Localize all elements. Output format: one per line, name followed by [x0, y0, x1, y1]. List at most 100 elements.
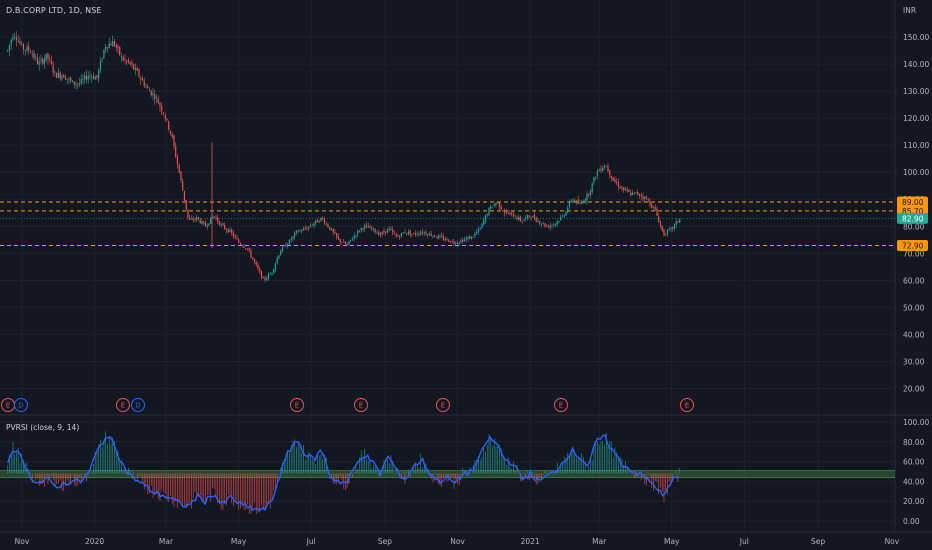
- earnings-event-icon[interactable]: E: [1, 398, 15, 412]
- candle-body: [400, 232, 403, 237]
- currency-label[interactable]: INR: [903, 6, 917, 15]
- earnings-event-icon[interactable]: E: [290, 398, 304, 412]
- earnings-event-icon[interactable]: E: [436, 398, 450, 412]
- candle-body: [7, 50, 9, 51]
- candle-body: [318, 221, 320, 223]
- candle-body: [432, 235, 434, 237]
- candle-body: [418, 233, 420, 235]
- candle-body: [341, 242, 343, 244]
- candle-body: [591, 182, 593, 192]
- candle-body: [182, 181, 184, 191]
- candle-body: [273, 269, 275, 273]
- candle-body: [575, 200, 578, 203]
- candle-body: [472, 236, 474, 238]
- candle-body: [327, 224, 329, 228]
- candle-body: [428, 233, 431, 236]
- indicator-tick-label: 80.00: [903, 438, 925, 447]
- candle-body: [14, 36, 16, 37]
- candle-body: [94, 76, 96, 80]
- candle-body: [161, 106, 163, 112]
- earnings-event-icon[interactable]: E: [354, 398, 368, 412]
- candle-body: [210, 217, 212, 224]
- candle-body: [602, 167, 604, 172]
- candle-body: [12, 36, 14, 40]
- candle-body: [131, 62, 133, 65]
- candle-body: [378, 232, 380, 236]
- dividend-event-icon[interactable]: D: [14, 398, 28, 412]
- candle-body: [98, 69, 100, 79]
- candle-body: [297, 231, 299, 233]
- candle-body: [603, 165, 606, 168]
- candle-body: [663, 229, 665, 236]
- candle-body: [295, 230, 298, 233]
- candle-body: [367, 226, 369, 228]
- earnings-event-icon[interactable]: E: [116, 398, 130, 412]
- candle-body: [113, 40, 116, 46]
- candle-body: [525, 217, 527, 220]
- candle-body: [217, 217, 219, 222]
- dividend-event-icon[interactable]: D: [131, 398, 145, 412]
- indicator-label[interactable]: PVRSI (close, 9, 14): [6, 423, 80, 432]
- candle-body: [124, 59, 126, 60]
- candle-body: [329, 226, 331, 230]
- indicator-tick-label: 0.00: [903, 517, 920, 526]
- candle-body: [458, 242, 460, 244]
- candle-body: [287, 244, 289, 247]
- candle-body: [250, 250, 252, 257]
- time-axis[interactable]: Nov 2020 Mar May Jul Sep Nov 2021 Mar May Jul Sep No…: [15, 537, 900, 546]
- candle-body: [241, 245, 243, 247]
- candle-body: [246, 248, 249, 250]
- candle-body: [299, 230, 301, 232]
- candle-body: [110, 43, 112, 46]
- candle-body: [444, 238, 446, 240]
- svg-text:85.70: 85.70: [902, 207, 924, 216]
- candle-body: [493, 204, 495, 207]
- candle-body: [243, 246, 245, 248]
- candle-body: [224, 225, 226, 229]
- candle-body: [388, 228, 390, 230]
- candle-body: [588, 193, 590, 196]
- candle-body: [532, 215, 534, 218]
- candle-body: [409, 230, 411, 235]
- candle-body: [581, 202, 583, 204]
- candle-body: [183, 190, 186, 201]
- candle-body: [350, 239, 352, 241]
- candle-body: [101, 59, 103, 61]
- candle-body: [362, 228, 364, 230]
- candle-body: [42, 59, 44, 64]
- candle-body: [365, 224, 368, 226]
- candle-body: [197, 217, 200, 220]
- price-tick-label: 70.00: [903, 249, 925, 258]
- candle-body: [218, 221, 221, 226]
- candle-body: [393, 232, 396, 234]
- candle-body: [451, 240, 453, 242]
- candle-body: [675, 221, 677, 226]
- candle-body: [290, 239, 292, 241]
- candle-body: [150, 90, 152, 96]
- candle-body: [234, 236, 236, 238]
- candle-body: [642, 196, 644, 199]
- candle-body: [208, 223, 210, 226]
- candle-body: [334, 232, 336, 234]
- candle-body: [203, 221, 205, 224]
- candle-body: [483, 220, 485, 225]
- candle-body: [470, 236, 473, 239]
- candle-body: [117, 46, 119, 48]
- candle-body: [558, 221, 560, 223]
- candle-body: [122, 56, 124, 61]
- candle-body: [358, 230, 361, 232]
- candle-body: [434, 235, 436, 237]
- candle-body: [577, 199, 579, 204]
- price-axis[interactable]: 20.0030.0040.0050.0060.0070.0080.0090.00…: [903, 33, 929, 526]
- candle-body: [19, 41, 21, 44]
- candle-body: [630, 192, 632, 196]
- candle-body: [406, 233, 408, 234]
- candle-body: [533, 214, 536, 219]
- candle-body: [414, 233, 417, 235]
- earnings-event-icon[interactable]: E: [554, 398, 568, 412]
- candle-body: [68, 78, 70, 80]
- earnings-event-icon[interactable]: E: [680, 398, 694, 412]
